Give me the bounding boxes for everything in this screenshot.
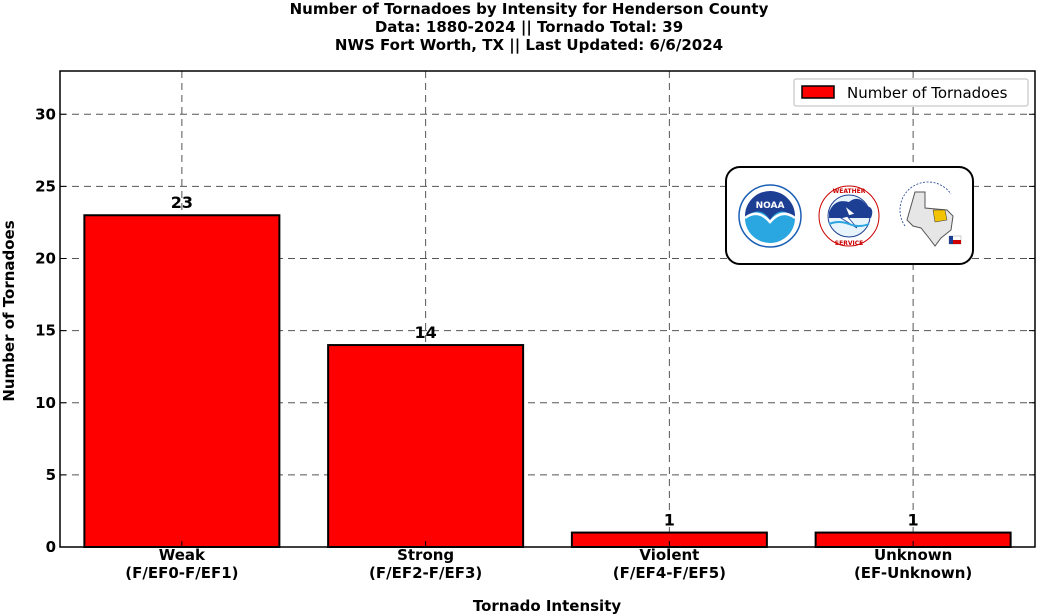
chart-title: Number of Tornadoes by Intensity for Hen… xyxy=(290,0,769,55)
legend-box xyxy=(793,78,1029,107)
bar xyxy=(83,214,281,548)
nws-fort-worth-logo xyxy=(899,181,962,247)
y-tick-label: 5 xyxy=(46,466,56,484)
svg-text:NOAA: NOAA xyxy=(756,201,785,211)
y-tick-label: 0 xyxy=(46,538,56,556)
svg-text:SERVICE: SERVICE xyxy=(835,240,863,247)
y-tick-label: 15 xyxy=(35,322,56,340)
noaa-logo: NOAA xyxy=(738,184,802,248)
x-tick-label: (F/EF4-F/EF5) xyxy=(613,564,726,582)
x-axis-label: Tornado Intensity xyxy=(473,597,622,615)
value-labels: 23 14 1 1 xyxy=(171,193,919,529)
x-tick-label: Unknown xyxy=(874,546,952,564)
y-axis-label: Number of Tornadoes xyxy=(0,220,18,401)
y-tick-label: 10 xyxy=(35,394,56,412)
bars xyxy=(83,214,1012,548)
legend-swatch xyxy=(801,85,835,99)
y-tick-label: 30 xyxy=(35,105,56,123)
chart-title-line: NWS Fort Worth, TX || Last Updated: 6/6/… xyxy=(335,36,723,55)
x-tick-label: (F/EF0-F/EF1) xyxy=(125,564,238,582)
bar-value-label: 23 xyxy=(171,193,193,212)
bar-value-label: 1 xyxy=(664,511,675,530)
x-tick-label: Strong xyxy=(397,546,454,564)
x-tick-label: (F/EF2-F/EF3) xyxy=(369,564,482,582)
bar-value-label: 1 xyxy=(908,511,919,530)
y-axis-ticks: 0 5 10 15 20 25 30 xyxy=(35,105,1035,556)
x-tick-label: Violent xyxy=(639,546,699,564)
logo-panel: NOAA WEATHER SERVICE xyxy=(725,166,974,265)
bar xyxy=(327,344,525,548)
chart-title-line: Number of Tornadoes by Intensity for Hen… xyxy=(290,0,769,18)
plot-frame xyxy=(59,70,1036,548)
x-axis-ticks: Weak(F/EF0-F/EF1) Strong(F/EF2-F/EF3) Viol… xyxy=(125,541,972,582)
y-tick-label: 20 xyxy=(35,250,56,268)
x-tick-label: (EF-Unknown) xyxy=(854,564,972,582)
bar-value-label: 14 xyxy=(414,323,436,342)
legend-label: Number of Tornadoes xyxy=(847,84,1008,102)
x-tick-label: Weak xyxy=(159,546,206,564)
y-tick-label: 25 xyxy=(35,177,56,195)
svg-text:WEATHER: WEATHER xyxy=(833,188,866,195)
chart-title-line: Data: 1880-2024 || Tornado Total: 39 xyxy=(375,18,683,37)
legend: Number of Tornadoes xyxy=(793,78,1029,107)
national-weather-service-logo: WEATHER SERVICE xyxy=(818,185,880,247)
